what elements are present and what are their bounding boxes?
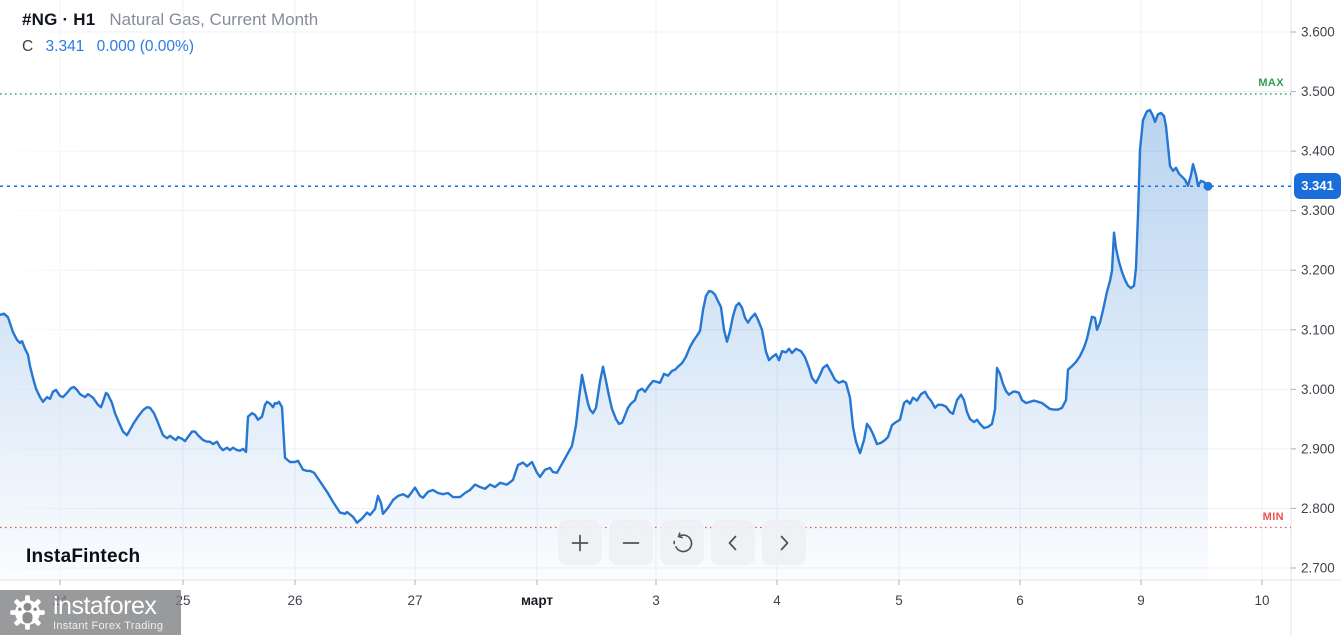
instafintech-watermark: InstaFintech	[26, 546, 141, 567]
reset-view-button[interactable]	[660, 520, 704, 565]
gear-person-icon	[10, 595, 45, 630]
svg-text:4: 4	[773, 593, 781, 608]
instrument-legend: #NG · H1 Natural Gas, Current Month C 3.…	[22, 10, 318, 56]
svg-text:6: 6	[1016, 593, 1024, 608]
zoom-out-button[interactable]	[609, 520, 653, 565]
svg-text:3.000: 3.000	[1301, 382, 1335, 397]
max-marker-label: MAX	[1258, 77, 1284, 89]
minus-icon	[622, 541, 640, 544]
instaforex-logo: instaforex Instant Forex Trading	[0, 590, 181, 635]
svg-text:10: 10	[1254, 593, 1269, 608]
svg-text:3.300: 3.300	[1301, 203, 1335, 218]
symbol-timeframe-label: #NG · H1	[22, 10, 96, 29]
svg-text:27: 27	[407, 593, 422, 608]
price-series	[0, 108, 1213, 580]
chevron-right-icon	[780, 535, 789, 550]
zoom-in-button[interactable]	[558, 520, 602, 565]
svg-text:3.600: 3.600	[1301, 25, 1335, 40]
min-marker-label: MIN	[1262, 511, 1284, 523]
plus-icon	[571, 534, 589, 551]
instaforex-tagline: Instant Forex Trading	[53, 619, 164, 632]
instaforex-wordmark: instaforex	[53, 591, 157, 620]
svg-text:3.200: 3.200	[1301, 263, 1335, 278]
svg-text:26: 26	[287, 593, 302, 608]
chart-toolbar	[558, 520, 806, 565]
pan-left-button[interactable]	[711, 520, 755, 565]
instrument-description: Natural Gas, Current Month	[109, 10, 319, 29]
close-prefix-label: C	[22, 38, 34, 55]
quote-price: 3.341	[45, 38, 85, 55]
reset-icon	[673, 531, 693, 552]
pan-right-button[interactable]	[762, 520, 806, 565]
chevron-left-icon	[728, 535, 737, 550]
svg-text:3.400: 3.400	[1301, 144, 1335, 159]
svg-text:2.700: 2.700	[1301, 561, 1335, 576]
quote-change: 0.000 (0.00%)	[96, 38, 194, 55]
svg-text:3.500: 3.500	[1301, 84, 1335, 99]
svg-text:3: 3	[652, 593, 660, 608]
quote-row: C 3.341 0.000 (0.00%)	[22, 38, 318, 56]
svg-text:3.100: 3.100	[1301, 322, 1335, 337]
svg-text:2.800: 2.800	[1301, 501, 1335, 516]
last-price-badge: 3.341	[1294, 173, 1341, 199]
svg-text:9: 9	[1137, 593, 1145, 608]
svg-text:март: март	[521, 593, 553, 608]
svg-text:5: 5	[895, 593, 903, 608]
svg-text:2.900: 2.900	[1301, 441, 1335, 456]
